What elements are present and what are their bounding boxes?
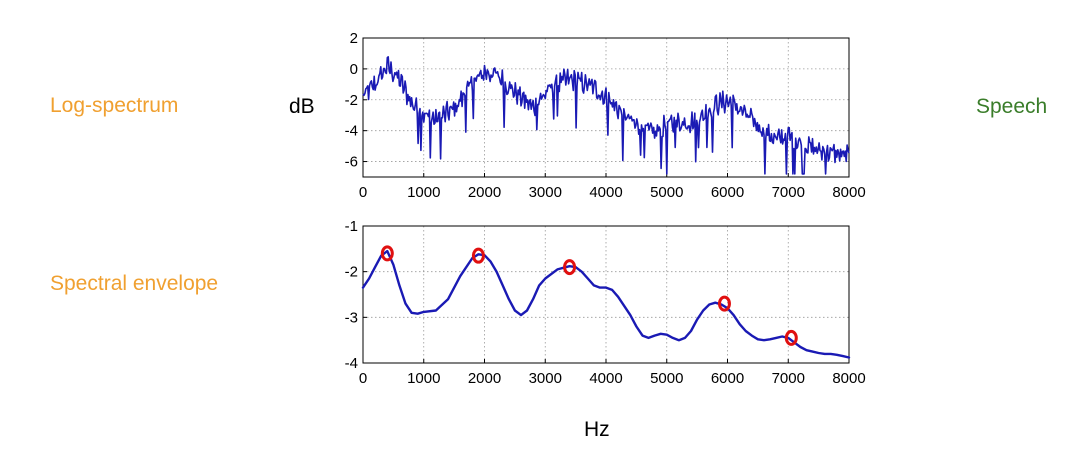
bottom-xtick-label: 4000 xyxy=(589,370,622,387)
bottom-xtick-label: 5000 xyxy=(650,370,683,387)
top-xtick-label: 7000 xyxy=(772,184,805,201)
bottom-peak-marker xyxy=(563,259,577,276)
x-axis-label: Hz xyxy=(584,418,610,441)
bottom-xtick-label: 0 xyxy=(359,370,367,387)
y-axis-label: dB xyxy=(289,95,315,118)
bottom-peak-marker xyxy=(471,247,485,264)
top-log-spectrum-line xyxy=(362,56,850,175)
bottom-ytick-label: -4 xyxy=(345,355,358,372)
log-spectrum-label: Log-spectrum xyxy=(50,94,179,117)
top-ytick-label: -6 xyxy=(345,154,358,171)
bottom-peak-marker xyxy=(380,245,394,262)
top-xtick-label: 2000 xyxy=(468,184,501,201)
bottom-envelope-line xyxy=(361,249,851,359)
bottom-xtick-label: 6000 xyxy=(711,370,744,387)
top-xtick-label: 0 xyxy=(359,184,367,201)
bottom-xtick-label: 2000 xyxy=(468,370,501,387)
top-xtick-label: 1000 xyxy=(407,184,440,201)
top-ytick-label: -4 xyxy=(345,123,358,140)
top-xtick-label: 5000 xyxy=(650,184,683,201)
bottom-ytick-label: -1 xyxy=(345,218,358,235)
top-xtick-label: 4000 xyxy=(589,184,622,201)
bottom-xtick-label: 7000 xyxy=(772,370,805,387)
bottom-xtick-label: 3000 xyxy=(529,370,562,387)
speech-label: Speech xyxy=(976,95,1048,118)
bottom-peak-marker xyxy=(717,295,731,312)
bottom-ytick-label: -3 xyxy=(345,309,358,326)
top-xtick-label: 8000 xyxy=(832,184,865,201)
top-ytick-label: -2 xyxy=(345,92,358,109)
top-ytick-label: 2 xyxy=(350,30,358,47)
bottom-xtick-label: 8000 xyxy=(832,370,865,387)
top-ytick-label: 0 xyxy=(350,61,358,78)
top-xtick-label: 3000 xyxy=(529,184,562,201)
spectral-envelope-label: Spectral envelope xyxy=(50,272,219,295)
bottom-xtick-label: 1000 xyxy=(407,370,440,387)
bottom-peak-marker xyxy=(784,329,798,346)
bottom-ytick-label: -2 xyxy=(345,264,358,281)
top-xtick-label: 6000 xyxy=(711,184,744,201)
